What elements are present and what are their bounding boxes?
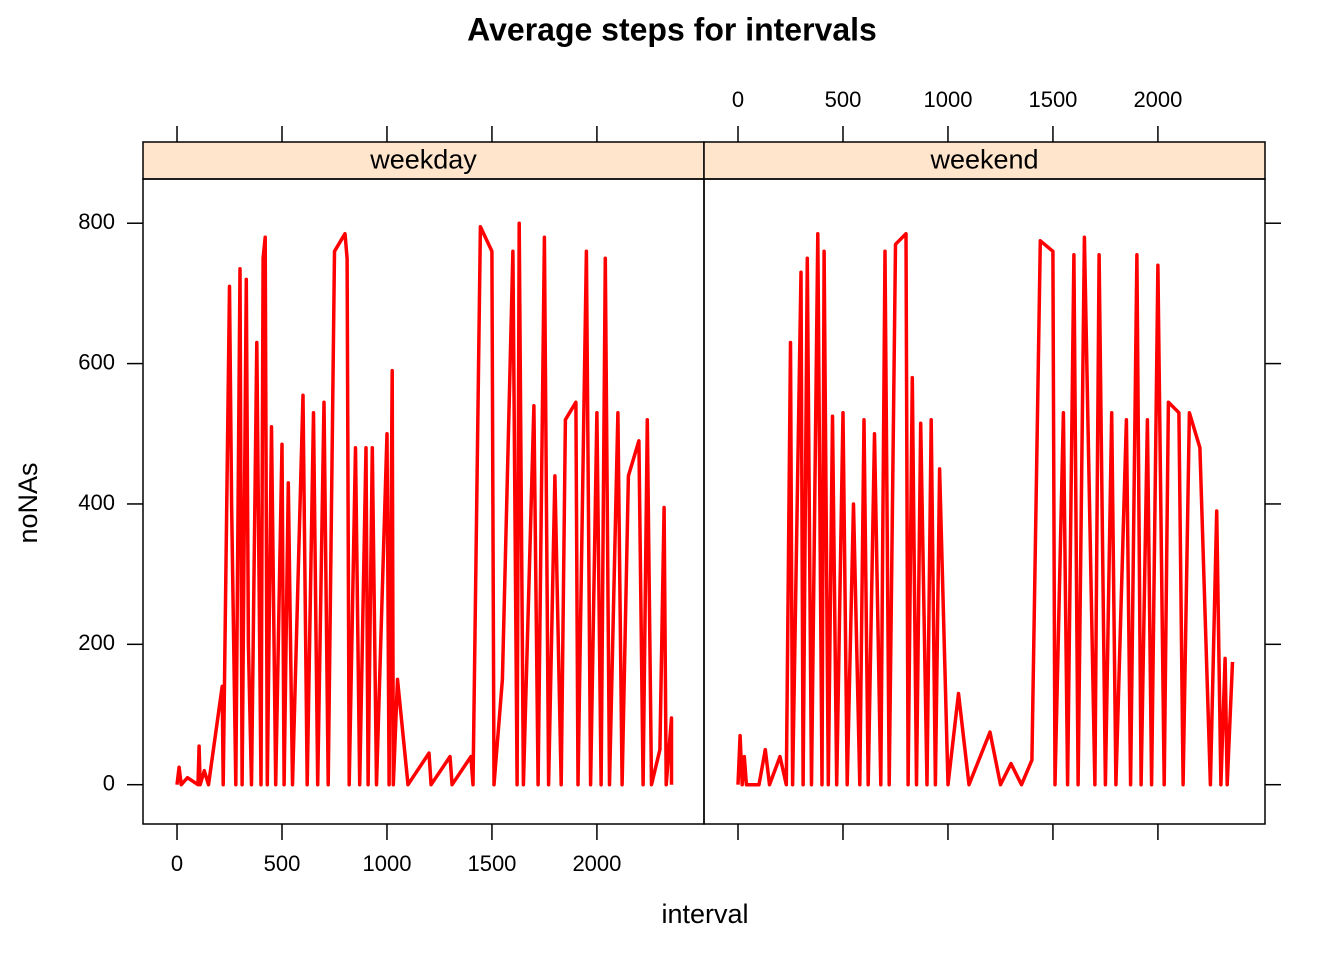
- data-line: [175, 221, 674, 787]
- strip-label: weekday: [369, 145, 477, 175]
- x-tick-label: 500: [264, 851, 301, 876]
- x-tick-label: 1500: [467, 851, 516, 876]
- y-tick-label: 200: [78, 630, 115, 655]
- x-tick-label: 500: [825, 87, 862, 112]
- strip: [703, 141, 1266, 180]
- chart-title: Average steps for intervals: [467, 11, 877, 47]
- y-tick-label: 800: [78, 209, 115, 234]
- y-tick-label: 0: [103, 771, 115, 796]
- x-tick-label: 1000: [362, 851, 411, 876]
- x-tick-label: 2000: [572, 851, 621, 876]
- panel-border: [703, 178, 1266, 825]
- x-tick-label: 1500: [1028, 87, 1077, 112]
- y-tick-label: 600: [78, 349, 115, 374]
- x-tick-label: 0: [171, 851, 183, 876]
- x-tick-label: 0: [732, 87, 744, 112]
- y-tick-label: 400: [78, 490, 115, 515]
- strip-label: weekend: [929, 145, 1038, 175]
- y-axis-label: noNAs: [13, 462, 43, 543]
- strip: [142, 141, 705, 180]
- x-tick-label: 2000: [1133, 87, 1182, 112]
- x-tick-label: 1000: [923, 87, 972, 112]
- data-line: [736, 231, 1235, 787]
- x-axis-label: interval: [661, 899, 748, 929]
